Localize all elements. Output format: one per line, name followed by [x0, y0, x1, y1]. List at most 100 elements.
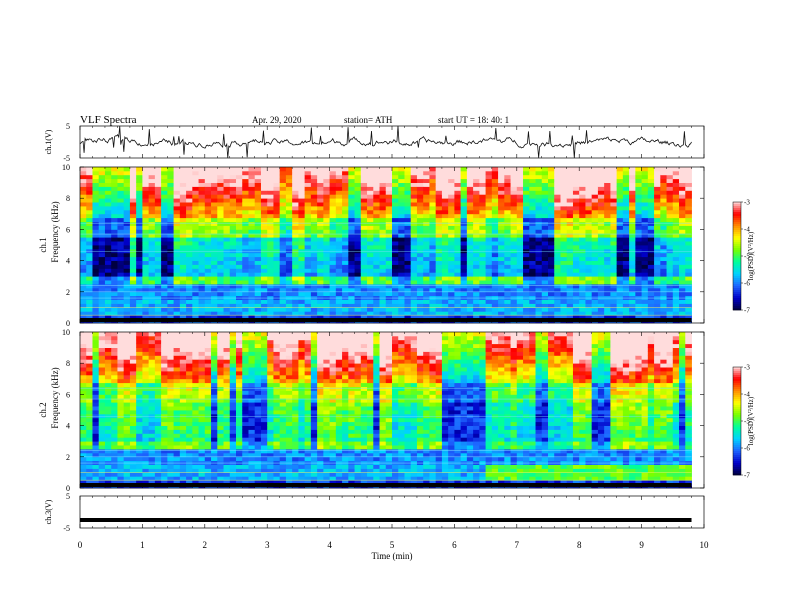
spectrogram-cell [92, 371, 100, 376]
spectrogram-cell [504, 170, 511, 176]
spectrogram-cell [441, 194, 449, 199]
spectrogram-cell [104, 374, 112, 380]
spectrogram-cell [666, 167, 674, 172]
spectrogram-cell [236, 252, 243, 258]
spectrogram-cell [679, 245, 686, 250]
spectrogram-cell [479, 315, 486, 320]
spectrogram-cell [641, 241, 649, 246]
spectrogram-cell [142, 398, 150, 403]
spectrogram-cell [466, 225, 474, 230]
spectrogram-cell [435, 268, 443, 273]
spectrogram-cell [98, 303, 106, 308]
spectrogram-cell [504, 217, 511, 222]
spectrogram-cell [167, 280, 174, 285]
spectrogram-cell [186, 476, 193, 481]
spectrogram-cell [535, 291, 543, 297]
spectrogram-cell [323, 221, 330, 226]
spectrogram-cell [248, 186, 256, 191]
spectrogram-cell [597, 229, 605, 234]
spectrogram-cell [86, 225, 93, 230]
spectrogram-cell [148, 332, 156, 337]
spectrogram-cell [111, 394, 118, 399]
spectrogram-cell [585, 268, 593, 273]
spectrogram-cell [242, 287, 249, 293]
spectrogram-cell [473, 213, 480, 219]
spectrogram-cell [211, 303, 218, 308]
spectrogram-cell [335, 299, 343, 304]
spectrogram-cell [329, 237, 337, 242]
spectrogram-cell [229, 280, 237, 285]
spectrogram-cell [123, 402, 131, 407]
spectrogram-cell [435, 256, 443, 261]
spectrogram-cell [535, 252, 543, 258]
spectrogram-cell [435, 233, 443, 238]
spectrogram-cell [523, 303, 530, 308]
spectrogram-cell [148, 464, 156, 469]
spectrogram-cell [229, 233, 237, 238]
spectrogram-cell [666, 260, 674, 265]
spectrogram-cell [179, 260, 187, 265]
spectrogram-cell [98, 291, 106, 297]
spectrogram-cell [329, 303, 337, 308]
spectrogram-cell [460, 237, 468, 242]
spectrogram-cell [379, 291, 387, 297]
spectrogram-cell [142, 307, 150, 312]
spectrogram-cell [360, 245, 368, 250]
spectrogram-cell [242, 276, 249, 281]
spectrogram-cell [267, 280, 274, 285]
spectrogram-cell [186, 268, 193, 273]
spectrogram-cell [473, 245, 480, 250]
spectrogram-cell [429, 209, 437, 215]
spectrogram-cell [129, 213, 137, 219]
spectrogram-cell [473, 276, 480, 281]
spectrogram-cell [523, 229, 530, 234]
spectrogram-cell [86, 237, 93, 242]
spectrogram-cell [535, 284, 543, 289]
spectrogram-cell [279, 287, 287, 293]
spectrogram-cell [323, 256, 330, 261]
spectrogram-cell [104, 256, 112, 261]
spectrogram-cell [285, 256, 293, 261]
spectrogram-cell [535, 182, 543, 187]
spectrogram-cell [335, 237, 343, 242]
spectrogram-cell [129, 343, 137, 348]
spectrogram-cell [398, 268, 405, 273]
spectrogram-cell [142, 303, 150, 308]
spectrogram-cell [273, 229, 281, 234]
spectrogram-cell [485, 307, 493, 312]
spectrogram-cell [529, 264, 536, 269]
spectrogram-cell [647, 209, 655, 215]
spectrogram-cell [154, 445, 162, 450]
spectrogram-cell [398, 198, 405, 203]
spectrogram-cell [154, 335, 162, 341]
spectrogram-cell [672, 252, 680, 258]
spectrogram-cell [179, 303, 187, 308]
spectrogram-cell [173, 437, 181, 442]
spectrogram-cell [192, 186, 199, 191]
spectrogram-cell [379, 194, 387, 199]
spectrogram-cell [173, 315, 181, 320]
spectrogram-cell [129, 229, 137, 234]
spectrogram-cell [142, 245, 150, 250]
spectrogram-cell [516, 256, 524, 261]
spectrogram-cell [111, 378, 118, 384]
spectrogram-cell [654, 280, 661, 285]
spectrogram-cell [367, 174, 374, 180]
spectrogram-cell [342, 170, 349, 176]
spectrogram-cell [223, 256, 231, 261]
spectrogram-cell [161, 464, 168, 469]
spectrogram-cell [136, 406, 143, 411]
spectrogram-cell [610, 206, 618, 211]
spectrogram-cell [86, 268, 93, 273]
spectrogram-cell [454, 229, 462, 234]
spectrogram-cell [123, 425, 131, 430]
spectrogram-cell [616, 291, 624, 297]
spectrogram-cell [179, 287, 187, 293]
spectrogram-cell [323, 186, 330, 191]
spectrogram-cell [504, 213, 511, 219]
spectrogram-cell [142, 241, 150, 246]
spectrogram-cell [392, 178, 399, 183]
spectrogram-cell [516, 229, 524, 234]
spectrogram-cell [666, 202, 674, 207]
spectrogram-cell [173, 339, 181, 345]
